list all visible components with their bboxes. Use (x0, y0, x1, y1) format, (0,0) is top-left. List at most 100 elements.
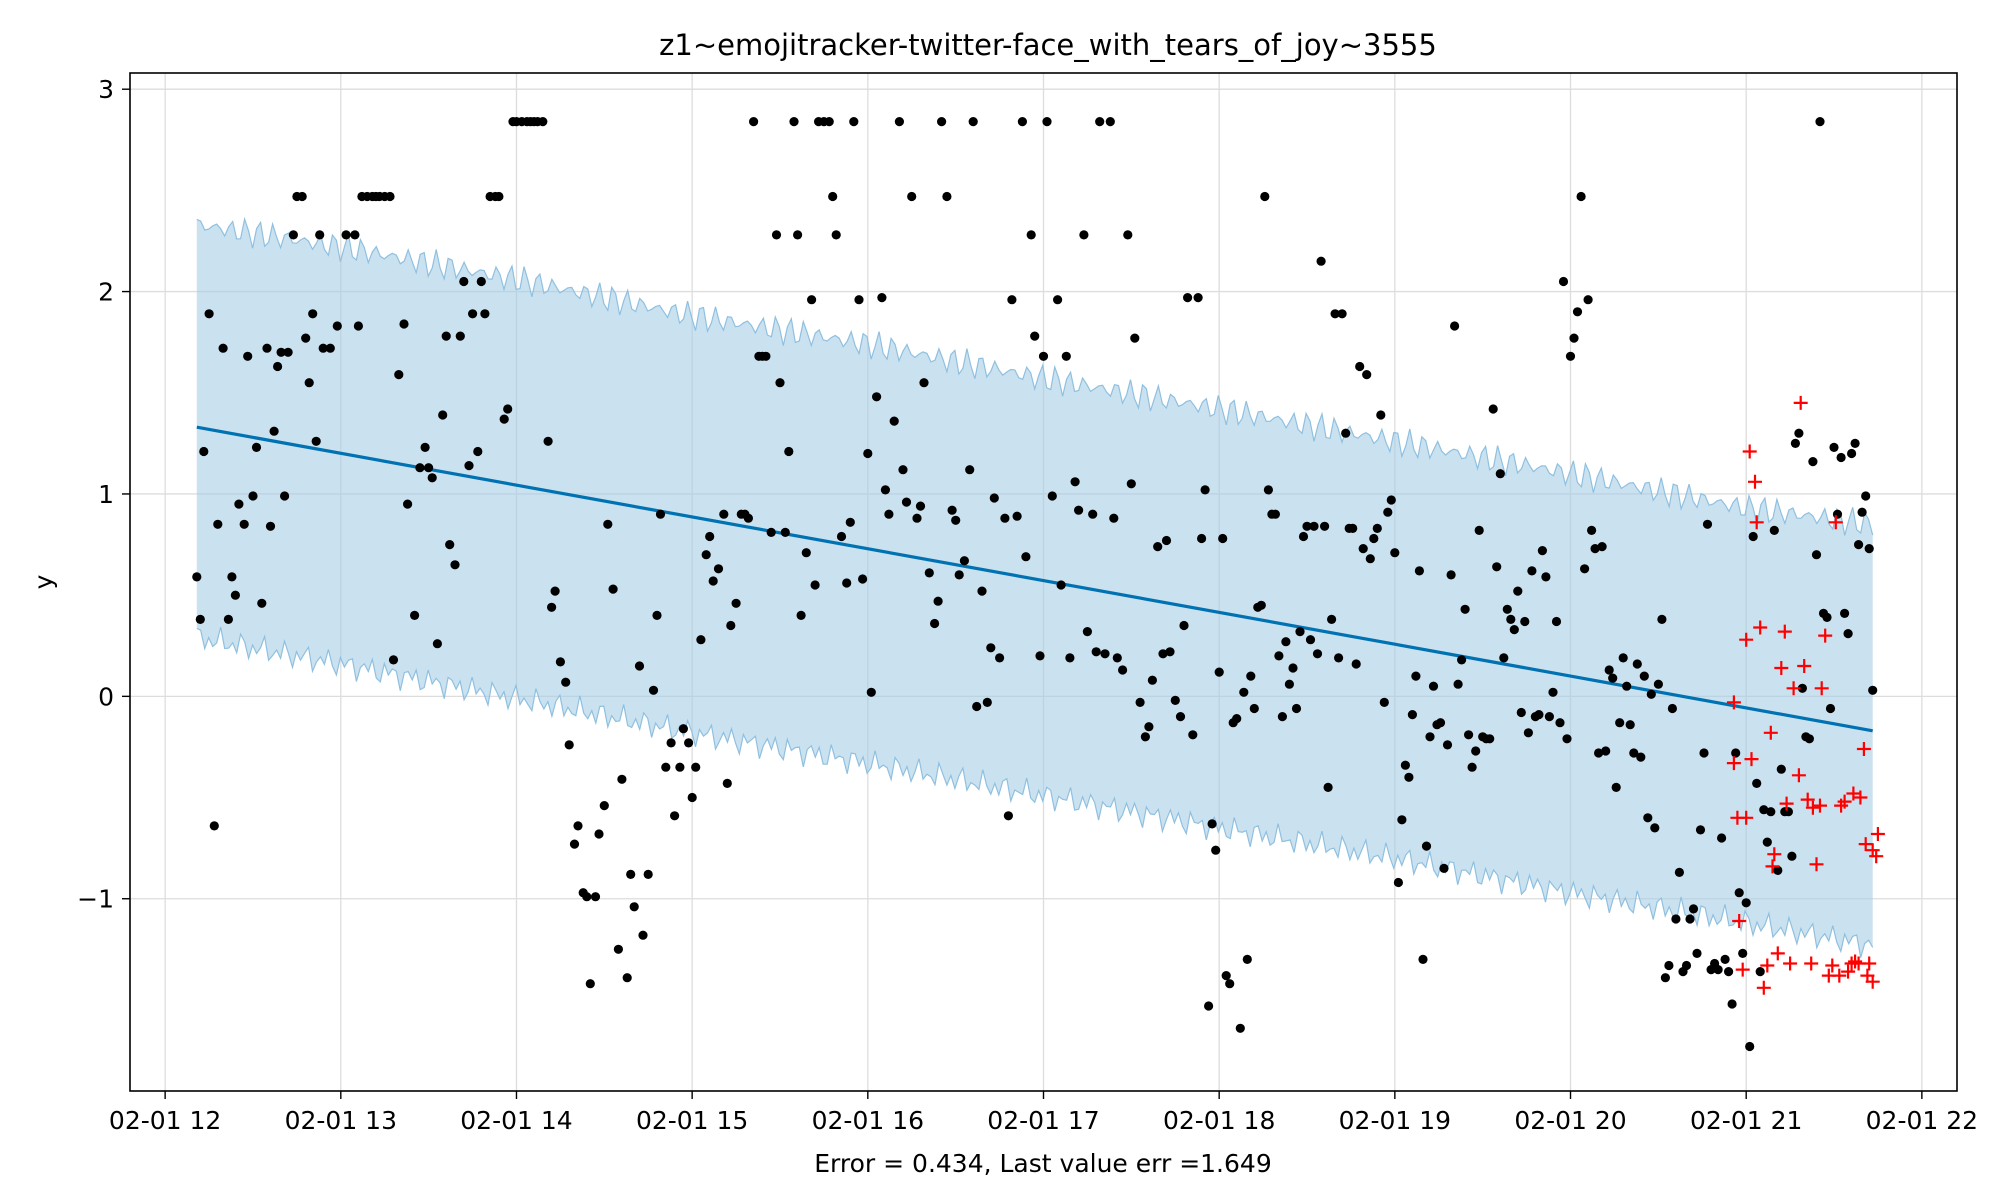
observed-point (1840, 608, 1850, 619)
observed-point (1030, 331, 1040, 341)
observed-point (687, 792, 697, 803)
observed-point (705, 531, 715, 542)
observed-point (1170, 695, 1180, 706)
observed-point (796, 610, 806, 621)
observed-point (1383, 507, 1393, 517)
observed-point (1379, 697, 1389, 708)
observed-point (1499, 653, 1509, 663)
holdout-point (1818, 628, 1833, 643)
observed-point (915, 501, 926, 511)
observed-point (1583, 295, 1593, 305)
observed-point (1492, 562, 1502, 572)
observed-point (1748, 531, 1758, 542)
observed-point (722, 778, 732, 789)
observed-point (341, 230, 351, 240)
x-axis: 02-01 12 02-01 13 02-01 14 02-01 15 02-01 16… (109, 1091, 1978, 1135)
holdout-point (1748, 474, 1762, 489)
observed-point (1038, 351, 1049, 361)
observed-point (427, 473, 437, 483)
observed-point (550, 586, 560, 596)
observed-point (1334, 653, 1344, 663)
observed-point (675, 762, 685, 772)
observed-point (468, 309, 478, 319)
observed-point (1734, 888, 1744, 898)
observed-point (807, 295, 817, 305)
holdout-point (1739, 632, 1754, 647)
observed-point (1464, 730, 1474, 740)
observed-point (399, 319, 409, 329)
observed-point (1572, 307, 1583, 317)
x-tick-label: 02-01 14 (460, 1106, 572, 1135)
observed-point (192, 572, 202, 582)
observed-point (1864, 544, 1874, 554)
observed-point (1580, 564, 1590, 574)
observed-point (761, 351, 771, 361)
y-axis: 3 2 1 0 −1 (77, 75, 130, 914)
holdout-point (1828, 515, 1843, 530)
observed-point (1832, 509, 1843, 519)
observed-point (1506, 614, 1516, 625)
observed-point (1797, 683, 1807, 693)
observed-point (1808, 457, 1818, 467)
observed-point (1664, 960, 1674, 971)
observed-point (1548, 687, 1558, 697)
holdout-point (1791, 768, 1806, 783)
holdout-point (1744, 752, 1759, 767)
observed-point (1544, 712, 1554, 722)
observed-point (1305, 635, 1316, 645)
observed-point (262, 343, 272, 353)
observed-point (582, 892, 592, 902)
observed-point (1692, 948, 1702, 959)
observed-point (801, 548, 811, 558)
observed-point (1611, 782, 1621, 793)
observed-point (1671, 914, 1681, 924)
observed-point (1130, 333, 1140, 343)
observed-point (1414, 566, 1424, 576)
holdout-point (1760, 958, 1775, 973)
observed-point (1850, 438, 1860, 448)
observed-point (1622, 681, 1632, 691)
observed-point (1527, 566, 1537, 576)
observed-point (1787, 851, 1797, 861)
observed-point (1348, 523, 1358, 534)
observed-point (1843, 629, 1853, 639)
observed-point (218, 343, 228, 353)
observed-point (1302, 521, 1312, 531)
observed-point (441, 331, 451, 341)
holdout-point (1837, 794, 1852, 809)
holdout-point (1869, 849, 1884, 864)
observed-point (1035, 651, 1045, 661)
observed-point (1079, 230, 1089, 240)
uncertainty-band-layer (196, 216, 1874, 958)
holdout-point (1739, 810, 1754, 825)
observed-point (1576, 191, 1586, 202)
observed-point (1109, 513, 1119, 523)
observed-point (912, 513, 922, 523)
holdout-point (1848, 954, 1863, 969)
observed-point (251, 442, 262, 452)
observed-point (1144, 722, 1154, 732)
observed-point (634, 661, 645, 671)
holdout-point (1813, 798, 1827, 813)
observed-point (684, 738, 694, 748)
observed-point (1727, 999, 1737, 1009)
observed-point (1188, 730, 1198, 740)
observed-point (1112, 653, 1122, 663)
x-tick-label: 02-01 22 (1866, 1106, 1978, 1135)
observed-point (1650, 823, 1660, 833)
observed-point (1091, 647, 1101, 657)
x-tick-label: 02-01 19 (1339, 1106, 1451, 1135)
observed-point (1295, 627, 1305, 637)
observed-point (766, 527, 776, 538)
observed-point (265, 521, 276, 531)
observed-point (889, 416, 899, 426)
observed-point (866, 687, 876, 697)
observed-point (450, 560, 460, 570)
observed-point (678, 724, 689, 734)
observed-point (455, 331, 465, 341)
observed-point (1790, 438, 1800, 448)
observed-point (1390, 548, 1400, 558)
observed-point (1327, 614, 1337, 625)
holdout-point (1825, 958, 1840, 973)
observed-point (494, 191, 504, 202)
